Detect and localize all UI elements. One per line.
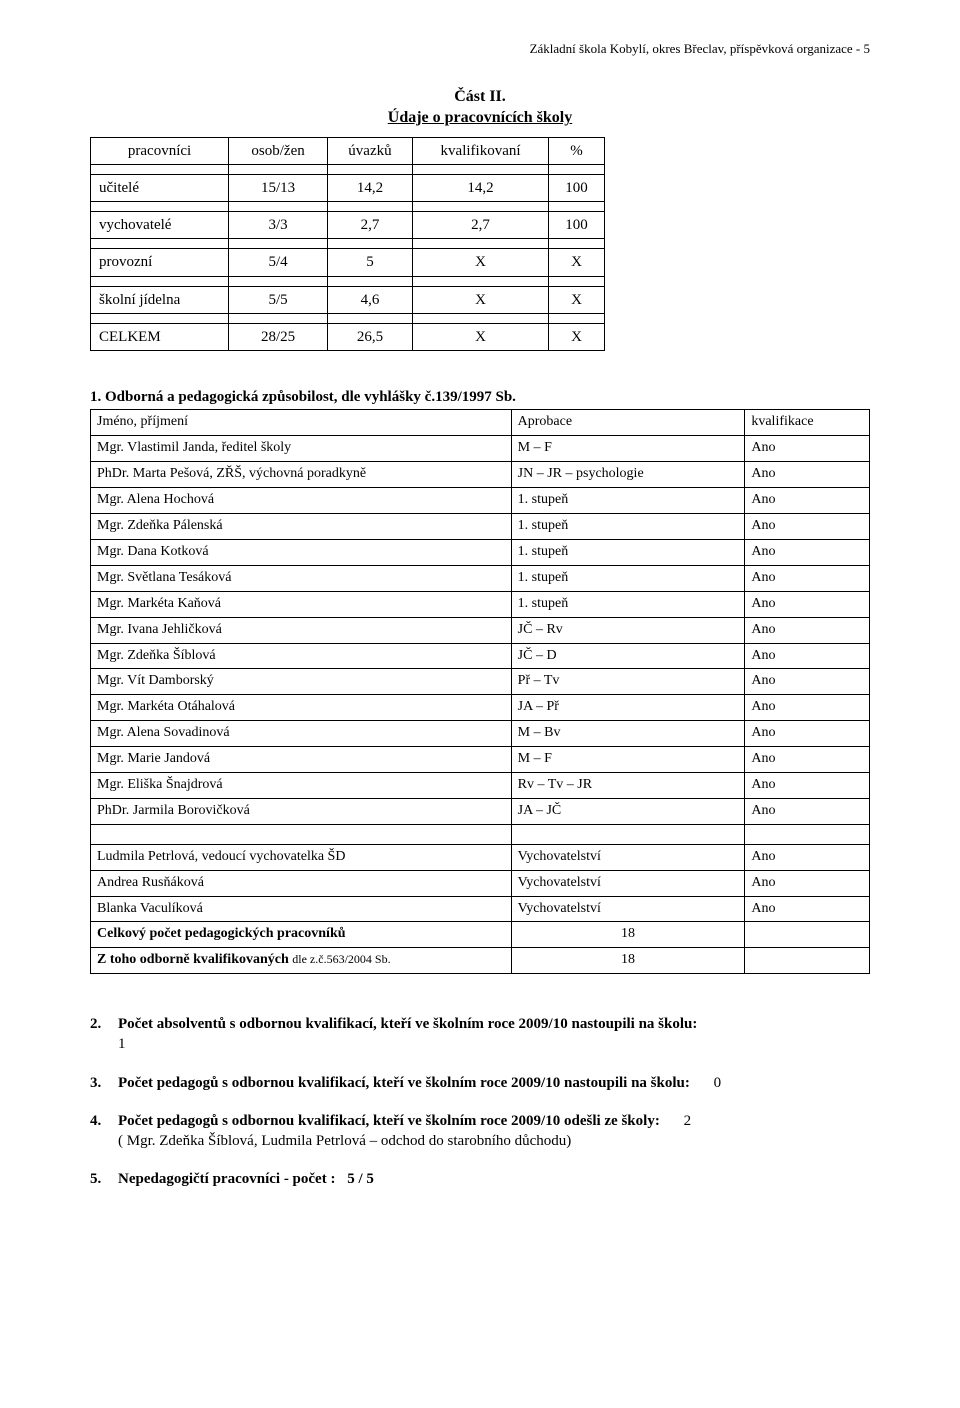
question-5: Nepedagogičtí pracovníci - počet : 5 / 5 bbox=[90, 1169, 870, 1189]
table-row: Mgr. Eliška ŠnajdrováRv – Tv – JRAno bbox=[91, 772, 870, 798]
q5-text: Nepedagogičtí pracovníci - počet : bbox=[118, 1171, 335, 1187]
table-row: Andrea RusňákováVychovatelstvíAno bbox=[91, 870, 870, 896]
table-row: učitelé 15/13 14,2 14,2 100 bbox=[91, 174, 605, 201]
staff-table: Jméno, příjmení Aprobace kvalifikace Mgr… bbox=[90, 409, 870, 974]
table-row: Mgr. Markéta Kaňová1. stupeňAno bbox=[91, 591, 870, 617]
q3-answer: 0 bbox=[714, 1073, 722, 1093]
col-pct: % bbox=[549, 137, 605, 164]
total-label-suffix: dle z.č.563/2004 Sb. bbox=[292, 952, 390, 966]
table-row: Mgr. Vít DamborskýPř – TvAno bbox=[91, 669, 870, 695]
question-2: Počet absolventů s odbornou kvalifikací,… bbox=[90, 1014, 870, 1055]
table-row: školní jídelna 5/5 4,6 X X bbox=[91, 286, 605, 313]
table-row: Mgr. Markéta OtáhalováJA – PřAno bbox=[91, 695, 870, 721]
page-header: Základní škola Kobylí, okres Břeclav, př… bbox=[90, 40, 870, 58]
col-pracovnici: pracovníci bbox=[91, 137, 229, 164]
col-kval: kvalifikovaní bbox=[412, 137, 548, 164]
section-part: Část II. bbox=[90, 86, 870, 108]
table-row: provozní 5/4 5 X X bbox=[91, 249, 605, 276]
workers-table: pracovníci osob/žen úvazků kvalifikovaní… bbox=[90, 137, 605, 352]
table-row: PhDr. Jarmila BorovičkováJA – JČAno bbox=[91, 798, 870, 824]
q3-text: Počet pedagogů s odbornou kvalifikací, k… bbox=[118, 1075, 690, 1091]
table-row: Mgr. Vlastimil Janda, ředitel školyM – F… bbox=[91, 436, 870, 462]
col-uvazku: úvazků bbox=[328, 137, 413, 164]
col-aprobace: Aprobace bbox=[511, 410, 745, 436]
total-row: Z toho odborně kvalifikovaných dle z.č.5… bbox=[91, 948, 870, 974]
total-row: Celkový počet pedagogických pracovníků 1… bbox=[91, 922, 870, 948]
table-row-total: CELKEM 28/25 26,5 X X bbox=[91, 323, 605, 350]
col-name: Jméno, příjmení bbox=[91, 410, 512, 436]
question-4: Počet pedagogů s odbornou kvalifikací, k… bbox=[90, 1111, 870, 1152]
col-kvalifikace: kvalifikace bbox=[745, 410, 870, 436]
q4-text: Počet pedagogů s odbornou kvalifikací, k… bbox=[118, 1113, 660, 1129]
table-row: Mgr. Světlana Tesáková1. stupeňAno bbox=[91, 565, 870, 591]
question-3: Počet pedagogů s odbornou kvalifikací, k… bbox=[90, 1073, 870, 1093]
table-row: Mgr. Dana Kotková1. stupeňAno bbox=[91, 539, 870, 565]
questions-list: Počet absolventů s odbornou kvalifikací,… bbox=[90, 1014, 870, 1190]
table-row: Mgr. Alena SovadinováM – BvAno bbox=[91, 721, 870, 747]
table-row: Ludmila Petrlová, vedoucí vychovatelka Š… bbox=[91, 844, 870, 870]
table-row: Mgr. Marie JandováM – FAno bbox=[91, 747, 870, 773]
q1-heading: 1. Odborná a pedagogická způsobilost, dl… bbox=[90, 387, 870, 407]
q5-answer: 5 / 5 bbox=[347, 1171, 374, 1187]
q2-answer: 1 bbox=[118, 1034, 870, 1054]
section-title: Údaje o pracovnících školy bbox=[90, 107, 870, 129]
q2-text: Počet absolventů s odbornou kvalifikací,… bbox=[118, 1016, 697, 1032]
table-row: Mgr. Zdeňka Pálenská1. stupeňAno bbox=[91, 514, 870, 540]
table-row: PhDr. Marta Pešová, ZŘŠ, výchovná poradk… bbox=[91, 462, 870, 488]
table-row: Mgr. Ivana JehličkováJČ – RvAno bbox=[91, 617, 870, 643]
total-label-prefix: Z toho odborně kvalifikovaných bbox=[97, 952, 292, 967]
q4-answer: 2 bbox=[684, 1111, 692, 1131]
table-row: Blanka VaculíkováVychovatelstvíAno bbox=[91, 896, 870, 922]
col-osob: osob/žen bbox=[229, 137, 328, 164]
table-row: Mgr. Zdeňka ŠíblováJČ – DAno bbox=[91, 643, 870, 669]
table-row: Mgr. Alena Hochová1. stupeňAno bbox=[91, 488, 870, 514]
table-row: vychovatelé 3/3 2,7 2,7 100 bbox=[91, 212, 605, 239]
empty-row bbox=[91, 824, 870, 844]
q4-note: ( Mgr. Zdeňka Šíblová, Ludmila Petrlová … bbox=[118, 1131, 870, 1151]
